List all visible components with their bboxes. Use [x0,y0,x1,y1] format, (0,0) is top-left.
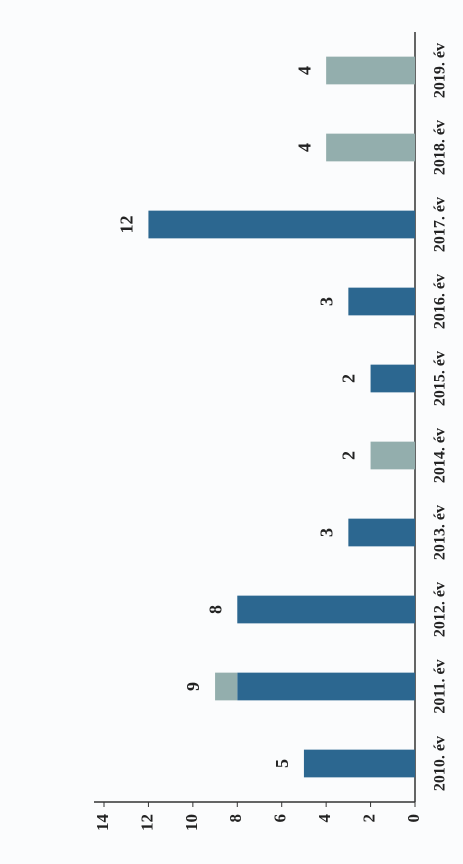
bar-segment [215,672,238,701]
x-tick-label: 2018. év [432,120,449,175]
bar-segment [370,364,416,393]
data-label: 3 [316,297,336,306]
y-tick-label: 8 [226,814,245,823]
bar-segment [348,518,416,547]
x-tick-label: 2013. év [432,505,449,560]
y-tick-label: 10 [182,814,201,831]
y-tick-label: 12 [137,814,156,831]
bar-segment [348,287,416,316]
y-tick-label: 14 [93,814,112,832]
x-tick-label: 2015. év [432,351,449,406]
data-label: 5 [272,759,292,768]
x-tick-label: 2010. év [432,736,449,791]
data-label: 8 [205,605,225,614]
data-label: 9 [183,682,203,691]
data-label: 2 [339,451,359,460]
x-tick-label: 2016. év [432,274,449,329]
bar-segment [237,672,415,701]
bar-segment [148,210,416,239]
y-tick-label: 0 [404,814,423,823]
y-tick-label: 2 [359,814,378,823]
x-tick-label: 2011. év [432,659,449,713]
data-label: 3 [316,528,336,537]
data-label: 12 [117,216,137,234]
bar-segment [326,56,415,85]
data-label: 2 [339,374,359,383]
bar-segment [370,441,416,470]
bar-segment [237,595,415,624]
x-tick-label: 2012. év [432,582,449,637]
y-tick-label: 6 [271,814,290,823]
data-label: 4 [294,143,314,152]
x-tick-label: 2017. év [432,197,449,252]
bar-segment [326,133,415,162]
rotated-chart: 0 2 4 6 8 10 12 14 2010. év 5 2011. év 9 2012. év 8 20… [93,32,449,831]
x-tick-label: 2019. év [432,43,449,98]
bar-segment [303,749,415,778]
x-tick-label: 2014. év [432,428,449,483]
y-tick-label: 4 [315,814,334,823]
data-label: 4 [294,66,314,75]
